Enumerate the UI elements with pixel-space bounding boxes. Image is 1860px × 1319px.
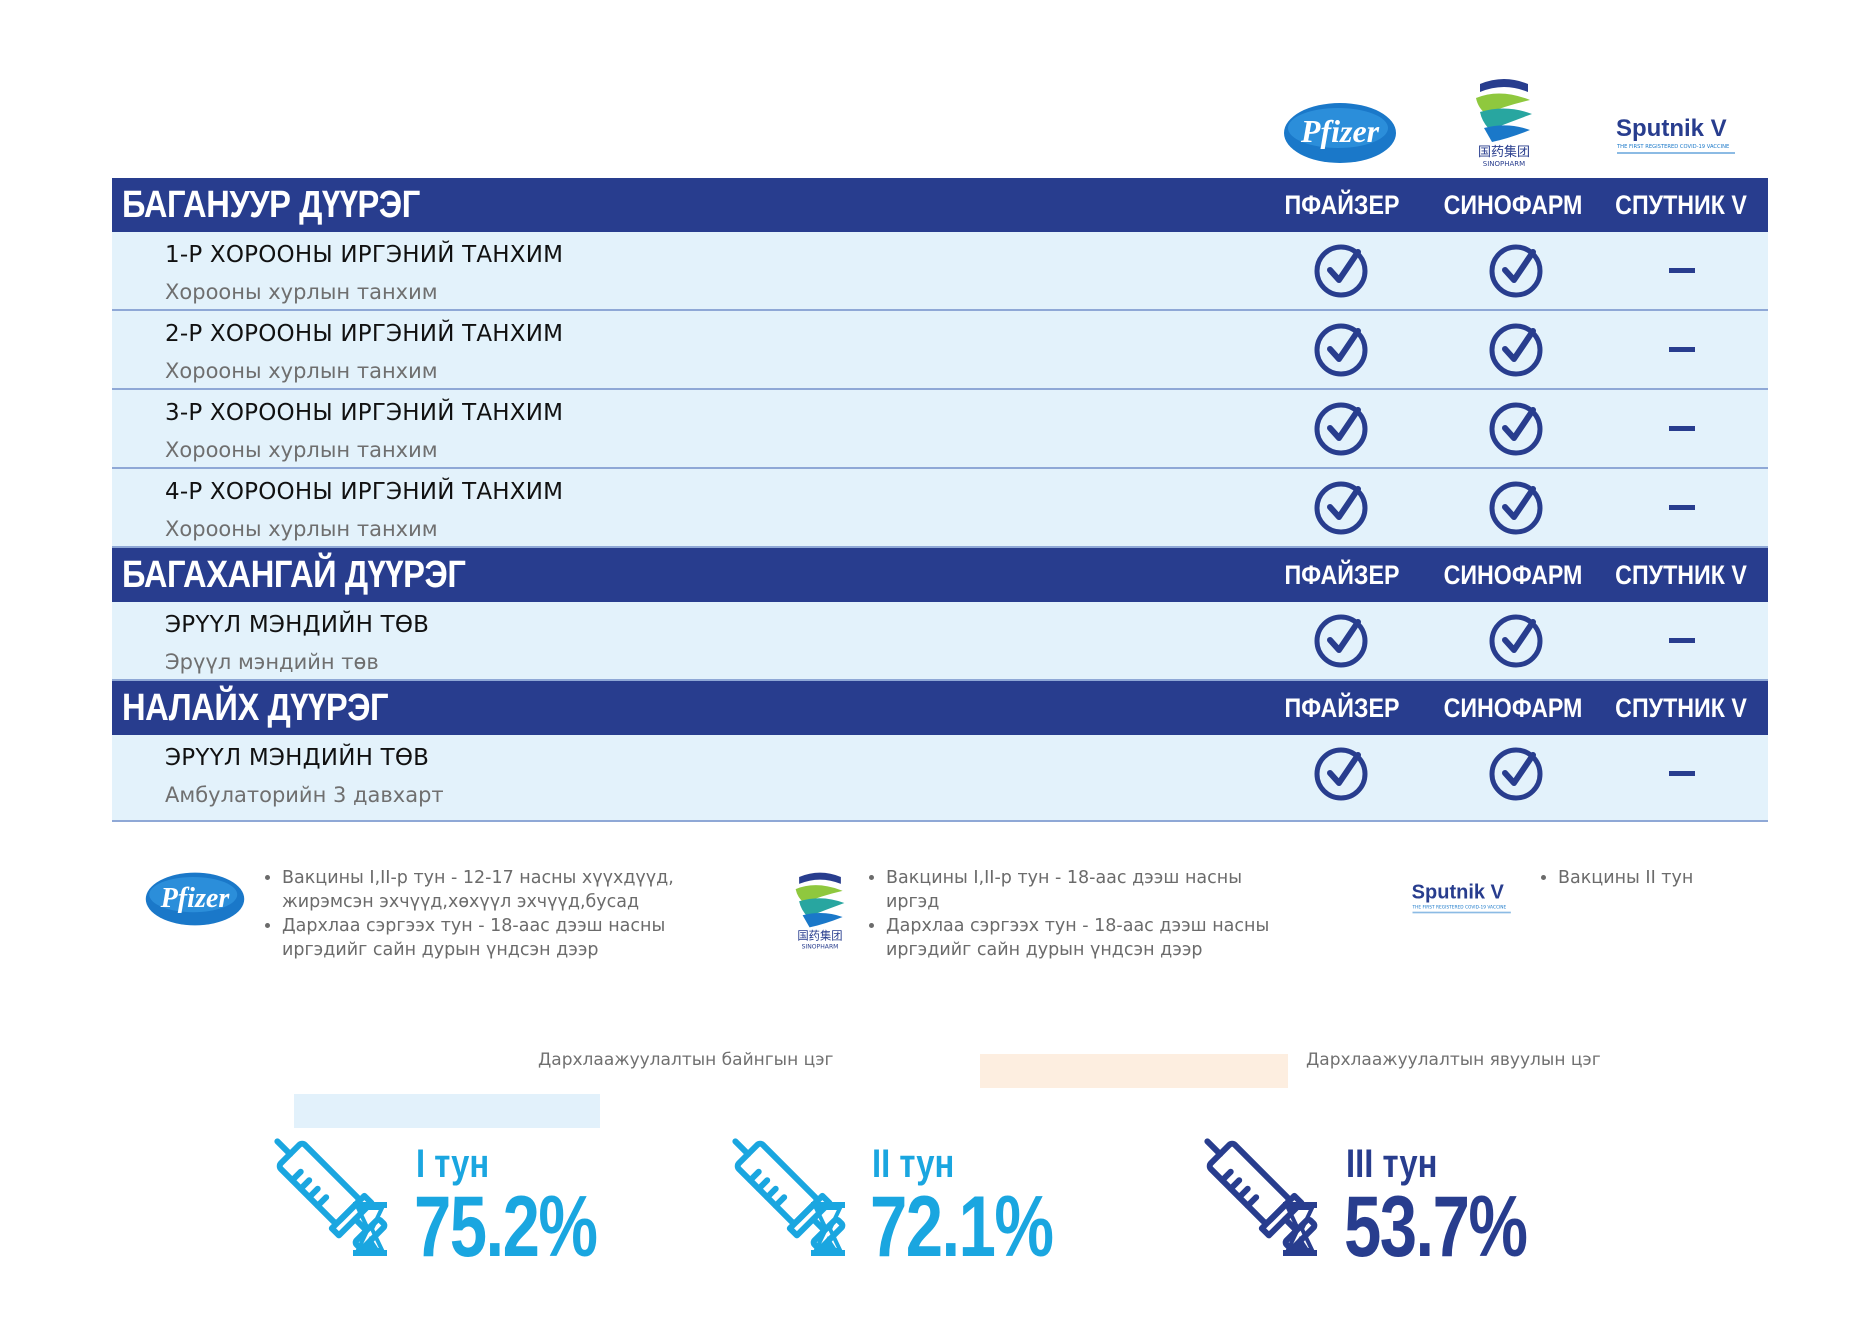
location-subtitle: Хорооны хурлын танхим bbox=[165, 359, 438, 383]
column-header-sputnik: СПУТНИК V bbox=[1615, 560, 1747, 590]
dash-icon bbox=[1669, 638, 1695, 643]
location-row: ЭРҮҮЛ МЭНДИЙН ТӨВ Амбулаторийн 3 давхарт bbox=[112, 735, 1768, 822]
check-icon bbox=[1312, 479, 1370, 537]
sinopharm-en-text: SINOPHARM bbox=[1483, 160, 1525, 168]
district-title: БАГАНУУР ДҮҮРЭГ bbox=[122, 184, 420, 226]
legend-pfizer-item: Дархлаа сэргээх тун - 18-аас дээш насны … bbox=[282, 914, 678, 962]
check-icon bbox=[1487, 321, 1545, 379]
legend-sinopharm-item: Вакцины I,II-р тун - 18-аас дээш насны и… bbox=[886, 866, 1292, 914]
check-icon bbox=[1312, 242, 1370, 300]
sputnik-tagline: THE FIRST REGISTERED COVID-19 VACCINE bbox=[1616, 144, 1729, 150]
stat-dose-label: I тун bbox=[416, 1142, 490, 1186]
location-subtitle: Амбулаторийн 3 давхарт bbox=[165, 783, 444, 807]
mobile-point-swatch bbox=[980, 1054, 1288, 1088]
hourglass-icon bbox=[811, 1202, 845, 1256]
location-title: 4-Р ХОРООНЫ ИРГЭНИЙ ТАНХИМ bbox=[165, 479, 564, 505]
sputnik-logo-text: Sputnik V bbox=[1616, 115, 1727, 142]
location-title: 1-Р ХОРООНЫ ИРГЭНИЙ ТАНХИМ bbox=[165, 242, 564, 268]
legend-sputnik: Вакцины II тун bbox=[1534, 866, 1734, 890]
mobile-point-label: Дархлаажуулалтын явуулын цэг bbox=[1306, 1050, 1601, 1070]
legend-pfizer: Вакцины I,II-р тун - 12-17 насны хүүхдүү… bbox=[258, 866, 678, 962]
check-icon bbox=[1487, 612, 1545, 670]
stat-dose-label: III тун bbox=[1346, 1142, 1438, 1186]
legend-pfizer-text: Pfizer bbox=[160, 883, 231, 914]
legend-sinopharm-logo: 国药集团 SINOPHARM bbox=[795, 872, 845, 950]
sinopharm-logo: 国药集团 SINOPHARM bbox=[1476, 79, 1532, 168]
check-icon bbox=[1487, 745, 1545, 803]
location-subtitle: Хорооны хурлын танхим bbox=[165, 280, 438, 304]
check-icon bbox=[1312, 321, 1370, 379]
check-icon bbox=[1312, 612, 1370, 670]
legend-sinopharm: Вакцины I,II-р тун - 18-аас дээш насны и… bbox=[862, 866, 1292, 962]
vaccination-table: БАГАНУУР ДҮҮРЭГ ПФАЙЗЕР СИНОФАРМ СПУТНИК V 1… bbox=[112, 178, 1768, 822]
check-icon bbox=[1312, 745, 1370, 803]
stat-dose-value: 53.7% bbox=[1344, 1179, 1528, 1275]
dash-icon bbox=[1669, 347, 1695, 352]
stat-dose-label: II тун bbox=[872, 1142, 955, 1186]
legend-pfizer-logo: Pfizer bbox=[145, 872, 245, 926]
check-icon bbox=[1487, 479, 1545, 537]
legend-sputnik-text: Sputnik V bbox=[1412, 881, 1505, 903]
legend-sinopharm-en: SINOPHARM bbox=[802, 943, 839, 950]
pfizer-logo: Pfizer bbox=[1284, 103, 1396, 163]
location-subtitle: Хорооны хурлын танхим bbox=[165, 517, 438, 541]
legend-sputnik-logo: Sputnik V THE FIRST REGISTERED COVID-19 … bbox=[1412, 881, 1511, 914]
fixed-point-swatch bbox=[294, 1094, 600, 1128]
check-icon bbox=[1312, 400, 1370, 458]
hourglass-icon bbox=[353, 1202, 387, 1256]
column-header-pfizer: ПФАЙЗЕР bbox=[1284, 560, 1400, 590]
location-row: 4-Р ХОРООНЫ ИРГЭНИЙ ТАНХИМ Хорооны хурлын… bbox=[112, 469, 1768, 548]
district-title: НАЛАЙХ ДҮҮРЭГ bbox=[122, 687, 389, 729]
dash-icon bbox=[1669, 426, 1695, 431]
legend-sputnik-tagline: THE FIRST REGISTERED COVID-19 VACCINE bbox=[1412, 904, 1507, 910]
legend-pfizer-item: Вакцины I,II-р тун - 12-17 насны хүүхдүү… bbox=[282, 866, 678, 914]
legend-sinopharm-item: Дархлаа сэргээх тун - 18-аас дээш насны … bbox=[886, 914, 1292, 962]
dash-icon bbox=[1669, 505, 1695, 510]
hourglass-icon bbox=[1283, 1202, 1317, 1256]
location-title: ЭРҮҮЛ МЭНДИЙН ТӨВ bbox=[165, 612, 430, 638]
district-title: БАГАХАНГАЙ ДҮҮРЭГ bbox=[122, 554, 466, 596]
district-header: БАГАНУУР ДҮҮРЭГ ПФАЙЗЕР СИНОФАРМ СПУТНИК V bbox=[112, 178, 1768, 232]
column-header-sputnik: СПУТНИК V bbox=[1615, 190, 1747, 220]
syringe-icon bbox=[1204, 1138, 1318, 1252]
stat-dose-value: 75.2% bbox=[414, 1179, 598, 1275]
location-subtitle: Эрүүл мэндийн төв bbox=[165, 650, 379, 674]
location-row: 3-Р ХОРООНЫ ИРГЭНИЙ ТАНХИМ Хорооны хурлын… bbox=[112, 390, 1768, 469]
legend-sinopharm-cn: 国药集团 bbox=[797, 929, 842, 943]
location-title: ЭРҮҮЛ МЭНДИЙН ТӨВ bbox=[165, 745, 430, 771]
location-title: 2-Р ХОРООНЫ ИРГЭНИЙ ТАНХИМ bbox=[165, 321, 564, 347]
column-header-sinopharm: СИНОФАРМ bbox=[1443, 693, 1583, 723]
sinopharm-cn-text: 国药集团 bbox=[1478, 144, 1530, 160]
column-header-pfizer: ПФАЙЗЕР bbox=[1284, 190, 1400, 220]
location-row: 1-Р ХОРООНЫ ИРГЭНИЙ ТАНХИМ Хорооны хурлын… bbox=[112, 232, 1768, 311]
district-header: НАЛАЙХ ДҮҮРЭГ ПФАЙЗЕР СИНОФАРМ СПУТНИК V bbox=[112, 681, 1768, 735]
check-icon bbox=[1487, 400, 1545, 458]
fixed-point-label: Дархлаажуулалтын байнгын цэг bbox=[538, 1050, 834, 1070]
pfizer-logo-text: Pfizer bbox=[1300, 113, 1380, 149]
location-row: 2-Р ХОРООНЫ ИРГЭНИЙ ТАНХИМ Хорооны хурлын… bbox=[112, 311, 1768, 390]
column-header-pfizer: ПФАЙЗЕР bbox=[1284, 693, 1400, 723]
dash-icon bbox=[1669, 771, 1695, 776]
column-header-sinopharm: СИНОФАРМ bbox=[1443, 190, 1583, 220]
location-subtitle: Хорооны хурлын танхим bbox=[165, 438, 438, 462]
dash-icon bbox=[1669, 268, 1695, 273]
location-title: 3-Р ХОРООНЫ ИРГЭНИЙ ТАНХИМ bbox=[165, 400, 564, 426]
column-header-sputnik: СПУТНИК V bbox=[1615, 693, 1747, 723]
column-header-sinopharm: СИНОФАРМ bbox=[1443, 560, 1583, 590]
stat-dose-value: 72.1% bbox=[870, 1179, 1054, 1275]
sputnik-logo: Sputnik V THE FIRST REGISTERED COVID-19 … bbox=[1616, 115, 1735, 154]
legend-sputnik-item: Вакцины II тун bbox=[1558, 866, 1734, 890]
check-icon bbox=[1487, 242, 1545, 300]
location-row: ЭРҮҮЛ МЭНДИЙН ТӨВ Эрүүл мэндийн төв bbox=[112, 602, 1768, 681]
district-header: БАГАХАНГАЙ ДҮҮРЭГ ПФАЙЗЕР СИНОФАРМ СПУТНИК … bbox=[112, 548, 1768, 602]
